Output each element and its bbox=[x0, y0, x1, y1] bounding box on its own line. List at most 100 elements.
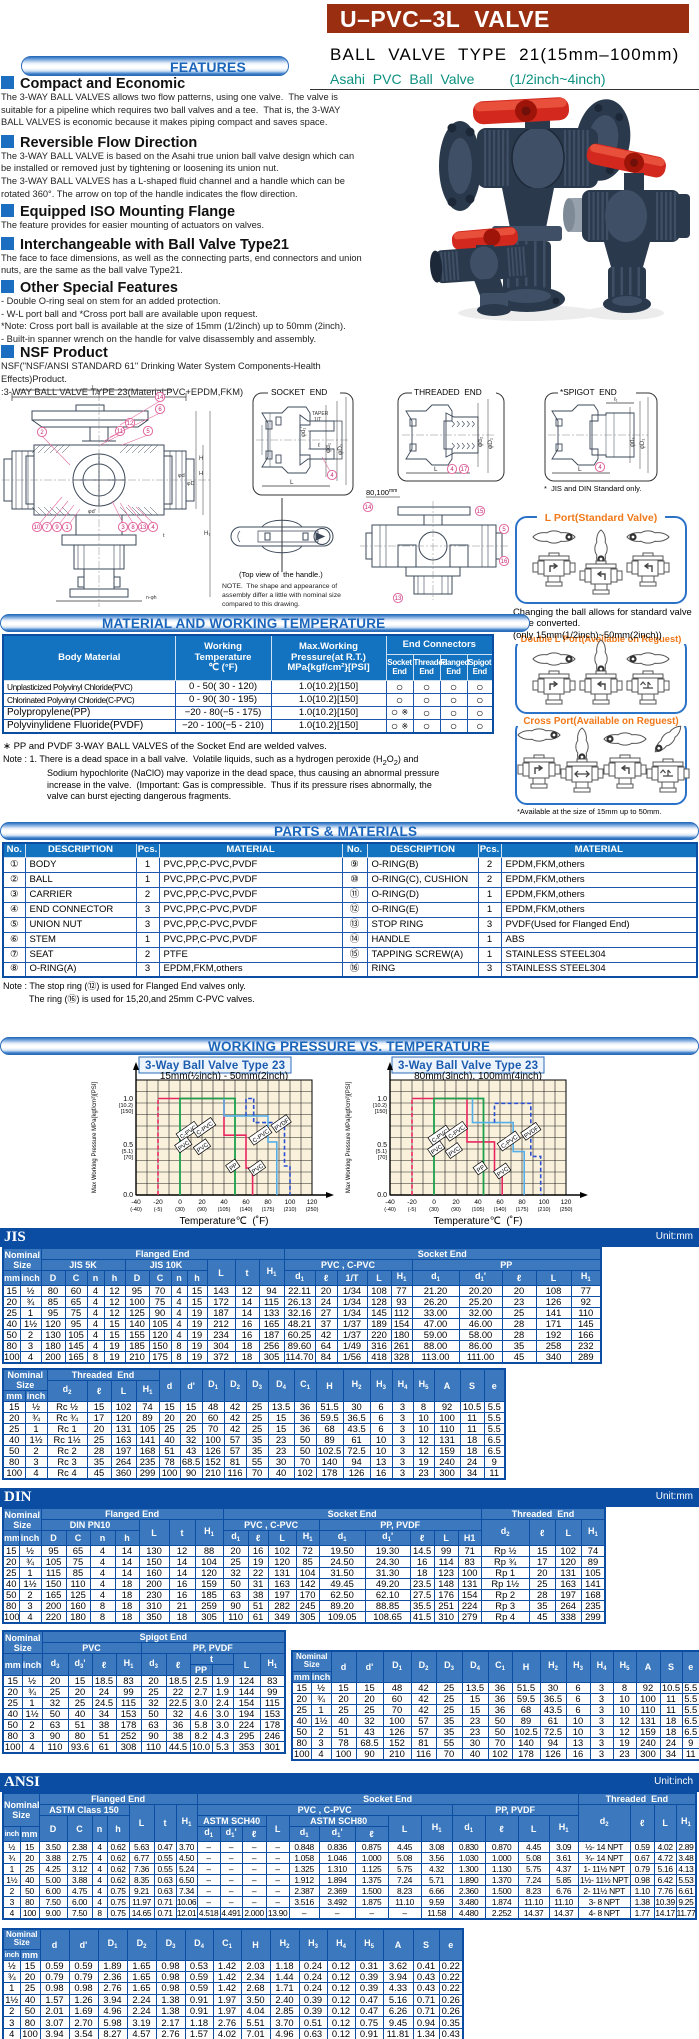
svg-text:0: 0 bbox=[432, 1199, 436, 1206]
svg-text:(140): (140) bbox=[240, 1207, 253, 1213]
svg-text:Cross Port(Available on Regues: Cross Port(Available on Reguest) bbox=[523, 716, 678, 727]
svg-text:*SPIGOT END: *SPIGOT END bbox=[560, 387, 617, 397]
svg-text:L: L bbox=[290, 479, 294, 486]
svg-text:15mm(½inch) - 50mm(2inch): 15mm(½inch) - 50mm(2inch) bbox=[160, 1071, 288, 1082]
svg-text:14: 14 bbox=[157, 395, 164, 401]
svg-text:φd₂: φd₂ bbox=[477, 436, 484, 447]
svg-text:φd₁': φd₁' bbox=[301, 427, 307, 437]
svg-text:(105): (105) bbox=[218, 1207, 231, 1213]
svg-text:12: 12 bbox=[127, 421, 134, 427]
svg-text:(175): (175) bbox=[262, 1207, 275, 1213]
svg-text:Temperature℃ (˚F): Temperature℃ (˚F) bbox=[179, 1215, 268, 1227]
svg-text:120: 120 bbox=[561, 1199, 572, 1206]
svg-text:PP: PP bbox=[476, 1165, 486, 1175]
svg-text:(-5): (-5) bbox=[408, 1207, 417, 1213]
svg-text:80,100mm: 80,100mm bbox=[366, 488, 397, 497]
svg-text:H₁: H₁ bbox=[204, 531, 210, 537]
svg-text:1.0: 1.0 bbox=[377, 1096, 387, 1103]
svg-text:L: L bbox=[434, 466, 438, 473]
svg-text:compared to this drawing.: compared to this drawing. bbox=[222, 601, 300, 608]
svg-text:-40: -40 bbox=[131, 1199, 141, 1206]
svg-text:φD: φD bbox=[187, 481, 195, 487]
svg-text:(30): (30) bbox=[175, 1207, 185, 1213]
svg-text:(210): (210) bbox=[538, 1207, 551, 1213]
svg-text:40: 40 bbox=[220, 1199, 228, 1206]
svg-text:assembly differ a little with: assembly differ a little with nominal si… bbox=[222, 592, 341, 599]
svg-text:t: t bbox=[163, 533, 165, 539]
svg-text:TAPER: TAPER bbox=[312, 411, 329, 417]
svg-text:φD₁: φD₁ bbox=[337, 443, 344, 455]
svg-text:(210): (210) bbox=[284, 1207, 297, 1213]
svg-text:L: L bbox=[92, 385, 96, 391]
svg-text:(Top view of the handle.): (Top view of the handle.) bbox=[239, 570, 323, 579]
svg-text:80: 80 bbox=[518, 1199, 526, 1206]
svg-text:5: 5 bbox=[502, 527, 506, 533]
svg-text:* JIS and DIN Standard only.: * JIS and DIN Standard only. bbox=[544, 484, 641, 493]
svg-text:(250): (250) bbox=[306, 1207, 319, 1213]
svg-text:(-40): (-40) bbox=[384, 1207, 396, 1213]
svg-text:10: 10 bbox=[34, 525, 41, 531]
svg-text:100: 100 bbox=[285, 1199, 296, 1206]
svg-text:4: 4 bbox=[450, 467, 454, 473]
svg-text:φd': φd' bbox=[88, 509, 96, 515]
svg-text:[70]: [70] bbox=[378, 1155, 388, 1161]
svg-text:n-φh: n-φh bbox=[146, 595, 157, 601]
svg-text:20: 20 bbox=[198, 1199, 206, 1206]
svg-text:1.0: 1.0 bbox=[123, 1096, 133, 1103]
svg-text:9: 9 bbox=[55, 525, 59, 531]
svg-text:0: 0 bbox=[178, 1199, 182, 1206]
svg-text:{10.2}: {10.2} bbox=[119, 1103, 134, 1109]
svg-text:2: 2 bbox=[40, 430, 44, 436]
svg-text:20: 20 bbox=[452, 1199, 460, 1206]
svg-text:Double L Port(Available on Reg: Double L Port(Available on Reguest) bbox=[521, 634, 682, 644]
svg-text:(-40): (-40) bbox=[130, 1207, 142, 1213]
svg-text:Max Working Pressure MPa{kgf/c: Max Working Pressure MPa{kgf/cm²}[PSI] bbox=[346, 1082, 352, 1194]
svg-text:L: L bbox=[578, 466, 582, 473]
svg-text:16: 16 bbox=[501, 559, 508, 565]
svg-text:1/T: 1/T bbox=[314, 417, 321, 423]
svg-text:PP: PP bbox=[229, 1163, 239, 1173]
svg-text:[150]: [150] bbox=[375, 1109, 388, 1115]
svg-text:1: 1 bbox=[65, 525, 69, 531]
svg-text:(90): (90) bbox=[451, 1207, 461, 1213]
svg-text:[70]: [70] bbox=[124, 1155, 134, 1161]
svg-text:80mm(3inch), 100mm(4inch): 80mm(3inch), 100mm(4inch) bbox=[414, 1071, 542, 1082]
svg-text:0.5: 0.5 bbox=[377, 1142, 387, 1149]
svg-text:14: 14 bbox=[365, 505, 372, 511]
svg-text:60: 60 bbox=[242, 1199, 250, 1206]
svg-text:H: H bbox=[199, 456, 203, 462]
svg-text:120: 120 bbox=[307, 1199, 318, 1206]
svg-text:15: 15 bbox=[477, 509, 484, 515]
svg-text:ℓ: ℓ bbox=[318, 442, 320, 449]
svg-text:-40: -40 bbox=[385, 1199, 395, 1206]
svg-text:(90): (90) bbox=[197, 1207, 207, 1213]
svg-text:{10.2}: {10.2} bbox=[373, 1103, 388, 1109]
svg-text:0.0: 0.0 bbox=[123, 1192, 133, 1199]
svg-text:(30): (30) bbox=[429, 1207, 439, 1213]
svg-text:(140): (140) bbox=[494, 1207, 507, 1213]
svg-text:Temperature℃ (˚F): Temperature℃ (˚F) bbox=[433, 1215, 522, 1227]
svg-text:8: 8 bbox=[131, 525, 135, 531]
svg-text:NOTE. The shape and appearanc: NOTE. The shape and appearance of bbox=[222, 583, 337, 590]
svg-text:-20: -20 bbox=[153, 1199, 163, 1206]
svg-text:-20: -20 bbox=[407, 1199, 417, 1206]
svg-text:(105): (105) bbox=[472, 1207, 485, 1213]
svg-text:φD₁: φD₁ bbox=[487, 437, 494, 449]
svg-text:4: 4 bbox=[598, 465, 602, 471]
svg-text:H: H bbox=[199, 471, 203, 477]
svg-text:0.0: 0.0 bbox=[377, 1192, 387, 1199]
svg-text:{5.1}: {5.1} bbox=[376, 1149, 387, 1155]
svg-text:13: 13 bbox=[140, 525, 147, 531]
svg-text:80: 80 bbox=[264, 1199, 272, 1206]
svg-text:Max Working Pressure MPa{kgf/c: Max Working Pressure MPa{kgf/cm²}[PSI] bbox=[92, 1082, 98, 1194]
svg-text:(-5): (-5) bbox=[154, 1207, 163, 1213]
svg-text:{5.1}: {5.1} bbox=[122, 1149, 133, 1155]
svg-text:φd: φd bbox=[178, 473, 185, 479]
svg-text:0.5: 0.5 bbox=[123, 1142, 133, 1149]
svg-text:100: 100 bbox=[539, 1199, 550, 1206]
svg-text:40: 40 bbox=[474, 1199, 482, 1206]
svg-text:5: 5 bbox=[146, 429, 150, 435]
svg-text:φd₃: φd₃ bbox=[630, 437, 636, 447]
svg-text:L Port(Standard Valve): L Port(Standard Valve) bbox=[545, 513, 657, 524]
svg-text:60: 60 bbox=[496, 1199, 504, 1206]
